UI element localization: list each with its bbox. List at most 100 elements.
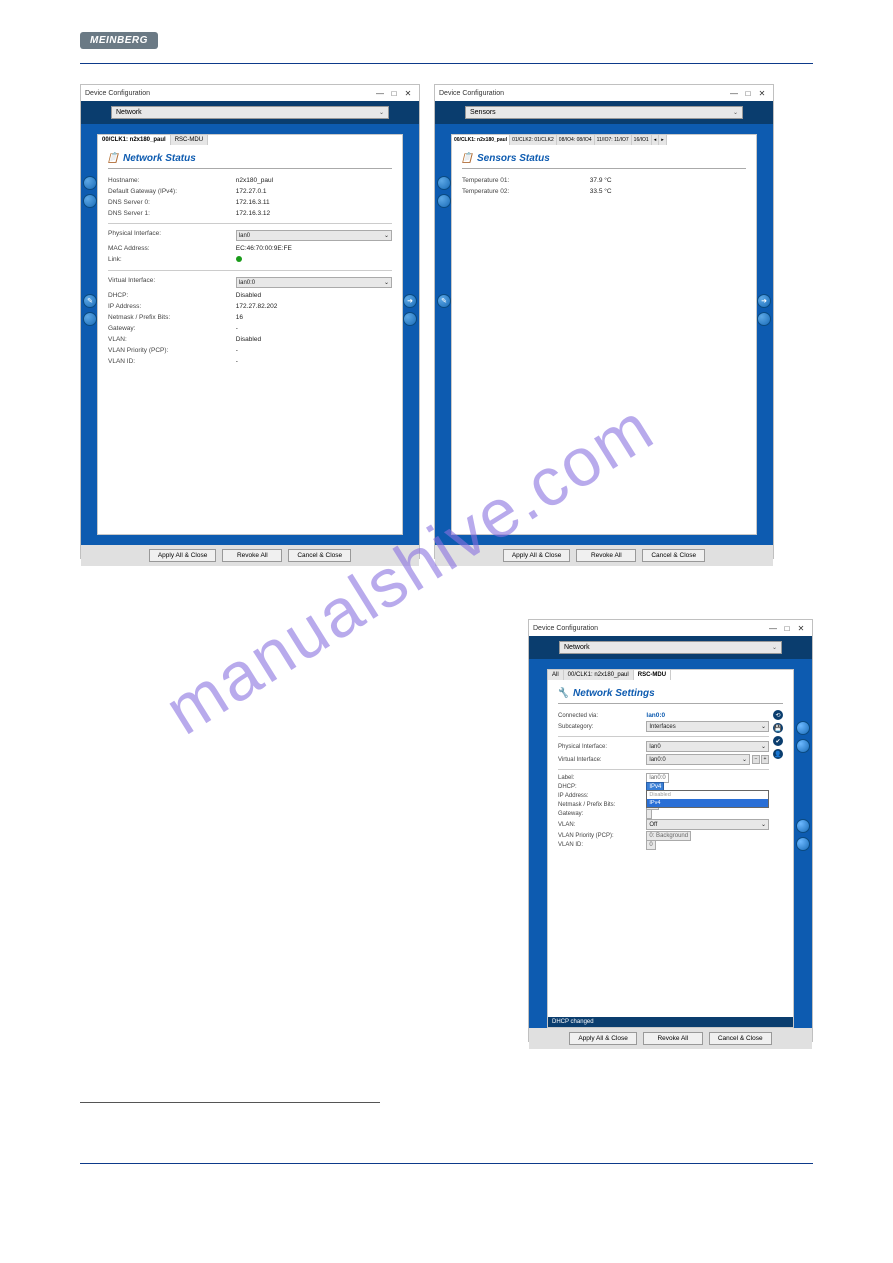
- trash-icon[interactable]: [796, 837, 810, 851]
- titlebar: Device Configuration — □ ✕: [435, 85, 773, 101]
- circle-btn[interactable]: [83, 194, 97, 208]
- cancel-button[interactable]: Cancel & Close: [288, 549, 351, 562]
- window-title: Device Configuration: [439, 90, 504, 97]
- value: lan0:0: [646, 712, 769, 719]
- phys-iface-select[interactable]: lan0⌄: [236, 230, 392, 241]
- cancel-button[interactable]: Cancel & Close: [709, 1032, 772, 1045]
- refresh-icon[interactable]: ⟲: [773, 710, 783, 720]
- tab[interactable]: 00/CLK1: n2x180_paul: [564, 670, 634, 680]
- category-dropdown[interactable]: Network ⌄: [111, 106, 389, 119]
- label: Physical Interface:: [558, 744, 642, 750]
- close-icon[interactable]: ✕: [401, 89, 415, 98]
- vlan-select[interactable]: Off⌄: [646, 819, 769, 830]
- apply-button[interactable]: Apply All & Close: [503, 549, 571, 562]
- dhcp-option[interactable]: IPv4: [647, 799, 768, 807]
- chevron-down-icon: ⌄: [379, 109, 384, 116]
- card: All 00/CLK1: n2x180_paul RSC-MDU 🔧 Netwo…: [547, 669, 794, 1028]
- label: DHCP:: [108, 292, 236, 299]
- tab[interactable]: All: [548, 670, 564, 680]
- label: IP Address:: [558, 793, 642, 799]
- minimize-icon[interactable]: —: [727, 89, 741, 98]
- circle-btn[interactable]: [796, 819, 810, 833]
- tab-strip: 00/CLK1: n2x180_paul RSC-MDU: [98, 135, 402, 145]
- value: 37.9 °C: [590, 177, 746, 184]
- category-dropdown[interactable]: Sensors ⌄: [465, 106, 743, 119]
- virt-iface-select[interactable]: lan0:0⌄: [236, 277, 392, 288]
- dhcp-dropdown-list: Disabled IPv4: [646, 790, 769, 808]
- bottom-buttons: Apply All & Close Revoke All Cancel & Cl…: [81, 545, 419, 566]
- tab[interactable]: 11/IO7: 11/IO7: [595, 135, 632, 145]
- save-icon[interactable]: [796, 739, 810, 753]
- minimize-icon[interactable]: —: [373, 89, 387, 98]
- physical-select[interactable]: lan0⌄: [646, 741, 769, 752]
- circle-btn[interactable]: [83, 176, 97, 190]
- apply-button[interactable]: Apply All & Close: [149, 549, 217, 562]
- apply-button[interactable]: Apply All & Close: [569, 1032, 637, 1045]
- row-top: Device Configuration — □ ✕ Network ⌄ ✎: [80, 84, 813, 559]
- window-network-status: Device Configuration — □ ✕ Network ⌄ ✎: [80, 84, 420, 559]
- value: 33.5 °C: [590, 188, 746, 195]
- cancel-button[interactable]: Cancel & Close: [642, 549, 705, 562]
- left-circle-buttons-2: ✎: [437, 294, 451, 308]
- gateway-input[interactable]: [646, 809, 652, 819]
- row-bottom: Device Configuration — □ ✕ Network ⌄: [80, 619, 813, 1042]
- label: Physical Interface:: [108, 230, 236, 241]
- inline-action-pills: ⟲ 💾 ✔ 👤: [773, 710, 783, 850]
- revoke-button[interactable]: Revoke All: [576, 549, 636, 562]
- check-icon[interactable]: ✔: [773, 736, 783, 746]
- label: VLAN:: [108, 336, 236, 343]
- tab[interactable]: 01/CLK2: 01/CLK2: [510, 135, 557, 145]
- tab[interactable]: RSC-MDU: [634, 670, 671, 680]
- person-icon[interactable]: 👤: [773, 749, 783, 759]
- minus-button[interactable]: −: [752, 755, 760, 764]
- close-icon[interactable]: ✕: [794, 624, 808, 633]
- circle-btn[interactable]: [757, 312, 771, 326]
- circle-btn[interactable]: [796, 721, 810, 735]
- card-title: 🔧 Network Settings: [558, 688, 783, 704]
- scroll-right-icon[interactable]: ▸: [659, 135, 667, 145]
- window-sensors-status: Device Configuration — □ ✕ Sensors ⌄ ✎: [434, 84, 774, 559]
- label: DNS Server 0:: [108, 199, 236, 206]
- card: 00/CLK1: n2x180_paul RSC-MDU 📋 Network S…: [97, 134, 403, 535]
- label: VLAN Priority (PCP):: [558, 833, 642, 839]
- maximize-icon[interactable]: □: [387, 89, 401, 98]
- value: 172.27.0.1: [236, 188, 392, 195]
- tab[interactable]: RSC-MDU: [171, 135, 208, 145]
- maximize-icon[interactable]: □: [741, 89, 755, 98]
- revoke-button[interactable]: Revoke All: [643, 1032, 703, 1045]
- left-circle-buttons: [437, 176, 451, 208]
- tab[interactable]: 00/CLK1: n2x180_paul: [98, 135, 171, 145]
- wrench-icon[interactable]: ✎: [437, 294, 451, 308]
- virtual-select[interactable]: lan0:0⌄: [646, 754, 750, 765]
- circle-btn[interactable]: [437, 194, 451, 208]
- circle-btn[interactable]: [437, 176, 451, 190]
- maximize-icon[interactable]: □: [780, 624, 794, 633]
- content: All 00/CLK1: n2x180_paul RSC-MDU 🔧 Netwo…: [529, 659, 812, 1028]
- label: Label:: [558, 775, 642, 781]
- close-icon[interactable]: ✕: [755, 89, 769, 98]
- category-dropdown[interactable]: Network ⌄: [559, 641, 782, 654]
- plus-button[interactable]: +: [761, 755, 769, 764]
- revoke-button[interactable]: Revoke All: [222, 549, 282, 562]
- right-circle-buttons: ➜: [403, 294, 417, 326]
- tab[interactable]: 08/IO4: 08/IO4: [557, 135, 595, 145]
- tab[interactable]: 16/IO1: [632, 135, 652, 145]
- chevron-down-icon: ⌄: [733, 109, 738, 116]
- wrench-icon[interactable]: ✎: [83, 294, 97, 308]
- vlanid-input[interactable]: 0: [646, 840, 655, 850]
- tab[interactable]: 00/CLK1: n2x180_paul: [452, 135, 510, 145]
- page: MEINBERG manualshive.com Device Configur…: [0, 0, 893, 1244]
- card-title: 📋 Network Status: [108, 153, 392, 169]
- subcategory-select[interactable]: Interfaces⌄: [646, 721, 769, 732]
- minimize-icon[interactable]: —: [766, 624, 780, 633]
- arrow-icon[interactable]: ➜: [403, 294, 417, 308]
- tab-strip: All 00/CLK1: n2x180_paul RSC-MDU: [548, 670, 793, 680]
- circle-btn[interactable]: [403, 312, 417, 326]
- title-text: Network Settings: [573, 688, 655, 699]
- dropdown-value: Sensors: [470, 109, 496, 116]
- scroll-left-icon[interactable]: ◂: [652, 135, 660, 145]
- arrow-icon[interactable]: ➜: [757, 294, 771, 308]
- circle-btn[interactable]: [83, 312, 97, 326]
- save-icon[interactable]: 💾: [773, 723, 783, 733]
- dhcp-option[interactable]: Disabled: [647, 791, 768, 799]
